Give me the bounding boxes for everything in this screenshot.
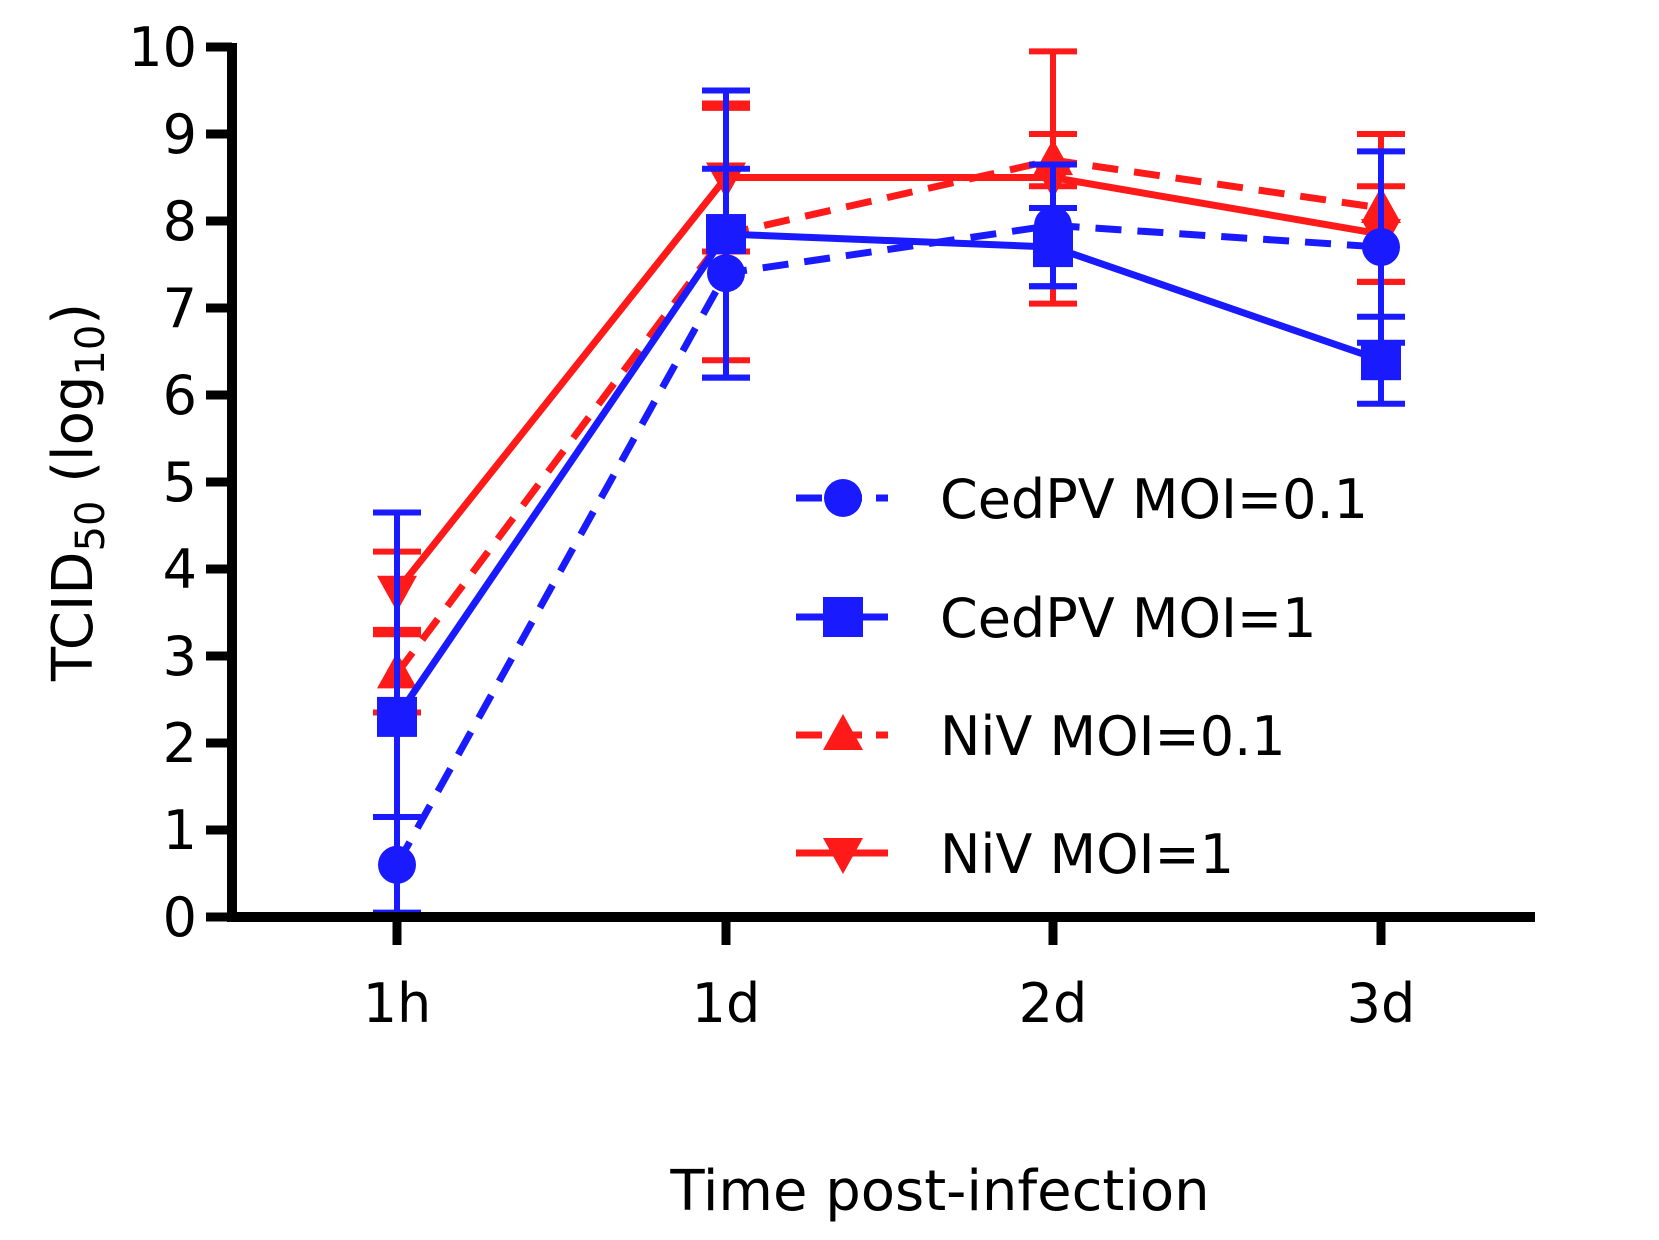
legend-marker (824, 479, 862, 517)
series-line (393, 221, 1382, 867)
y-axis-title-paren-open: (log (41, 376, 106, 501)
legend-item: CedPV MOI=0.1 (796, 468, 1368, 531)
y-tick-label: 8 (163, 190, 197, 253)
y-tick-label: 2 (163, 712, 197, 775)
legend-label: NiV MOI=1 (940, 823, 1234, 886)
legend-label: CedPV MOI=1 (940, 587, 1317, 650)
series-layer (373, 48, 1405, 920)
y-axis-title: TCID50 (log10) (41, 303, 114, 682)
y-tick-label: 6 (163, 364, 197, 427)
axes (206, 42, 1535, 945)
legend-marker (823, 597, 863, 637)
legend-item: NiV MOI=1 (796, 823, 1234, 886)
legend-label: CedPV MOI=0.1 (940, 468, 1368, 531)
data-point (1361, 340, 1401, 381)
x-tick-label: 3d (1347, 972, 1416, 1035)
x-axis-title: Time post-infection (669, 1159, 1209, 1224)
y-axis-title-sub2: 10 (68, 325, 114, 376)
data-point (377, 696, 417, 737)
legend-item: NiV MOI=0.1 (796, 705, 1286, 768)
y-tick-label: 5 (163, 451, 197, 514)
data-point (1362, 228, 1400, 267)
y-axis-title-main: TCID (41, 552, 106, 683)
y-tick-label: 9 (163, 103, 197, 166)
y-tick-label: 3 (163, 625, 197, 688)
legend-marker (823, 714, 863, 750)
y-axis-title-paren-close: ) (41, 303, 106, 325)
series-line (394, 174, 1382, 593)
y-tick-label: 10 (128, 16, 197, 79)
x-tick-label: 2d (1019, 972, 1088, 1035)
legend-item: CedPV MOI=1 (796, 587, 1317, 650)
legend: CedPV MOI=0.1 CedPV MOI=1 NiV MOI=0.1 NiV M… (796, 468, 1368, 886)
data-point (1033, 227, 1073, 268)
y-tick-label: 1 (163, 799, 197, 862)
legend-label: NiV MOI=0.1 (940, 705, 1286, 768)
series-line (394, 230, 1383, 719)
data-point (706, 214, 746, 255)
series-niv-moi-1 (373, 48, 1405, 633)
y-tick-label: 0 (163, 886, 197, 949)
x-tick-label: 1d (692, 972, 761, 1035)
y-tick-label: 4 (163, 538, 197, 601)
tick-labels: 0 1 2 3 4 5 6 7 8 9 10 1h 1d 2d 3d (128, 16, 1415, 1035)
series-cedpv-moi-1 (373, 87, 1405, 920)
legend-marker (823, 838, 863, 874)
y-axis-title-sub1: 50 (68, 501, 114, 552)
y-tick-label: 7 (163, 277, 197, 340)
series-cedpv-moi-0-1 (373, 148, 1405, 916)
series-line (394, 156, 1382, 676)
x-tick-label: 1h (363, 972, 432, 1035)
